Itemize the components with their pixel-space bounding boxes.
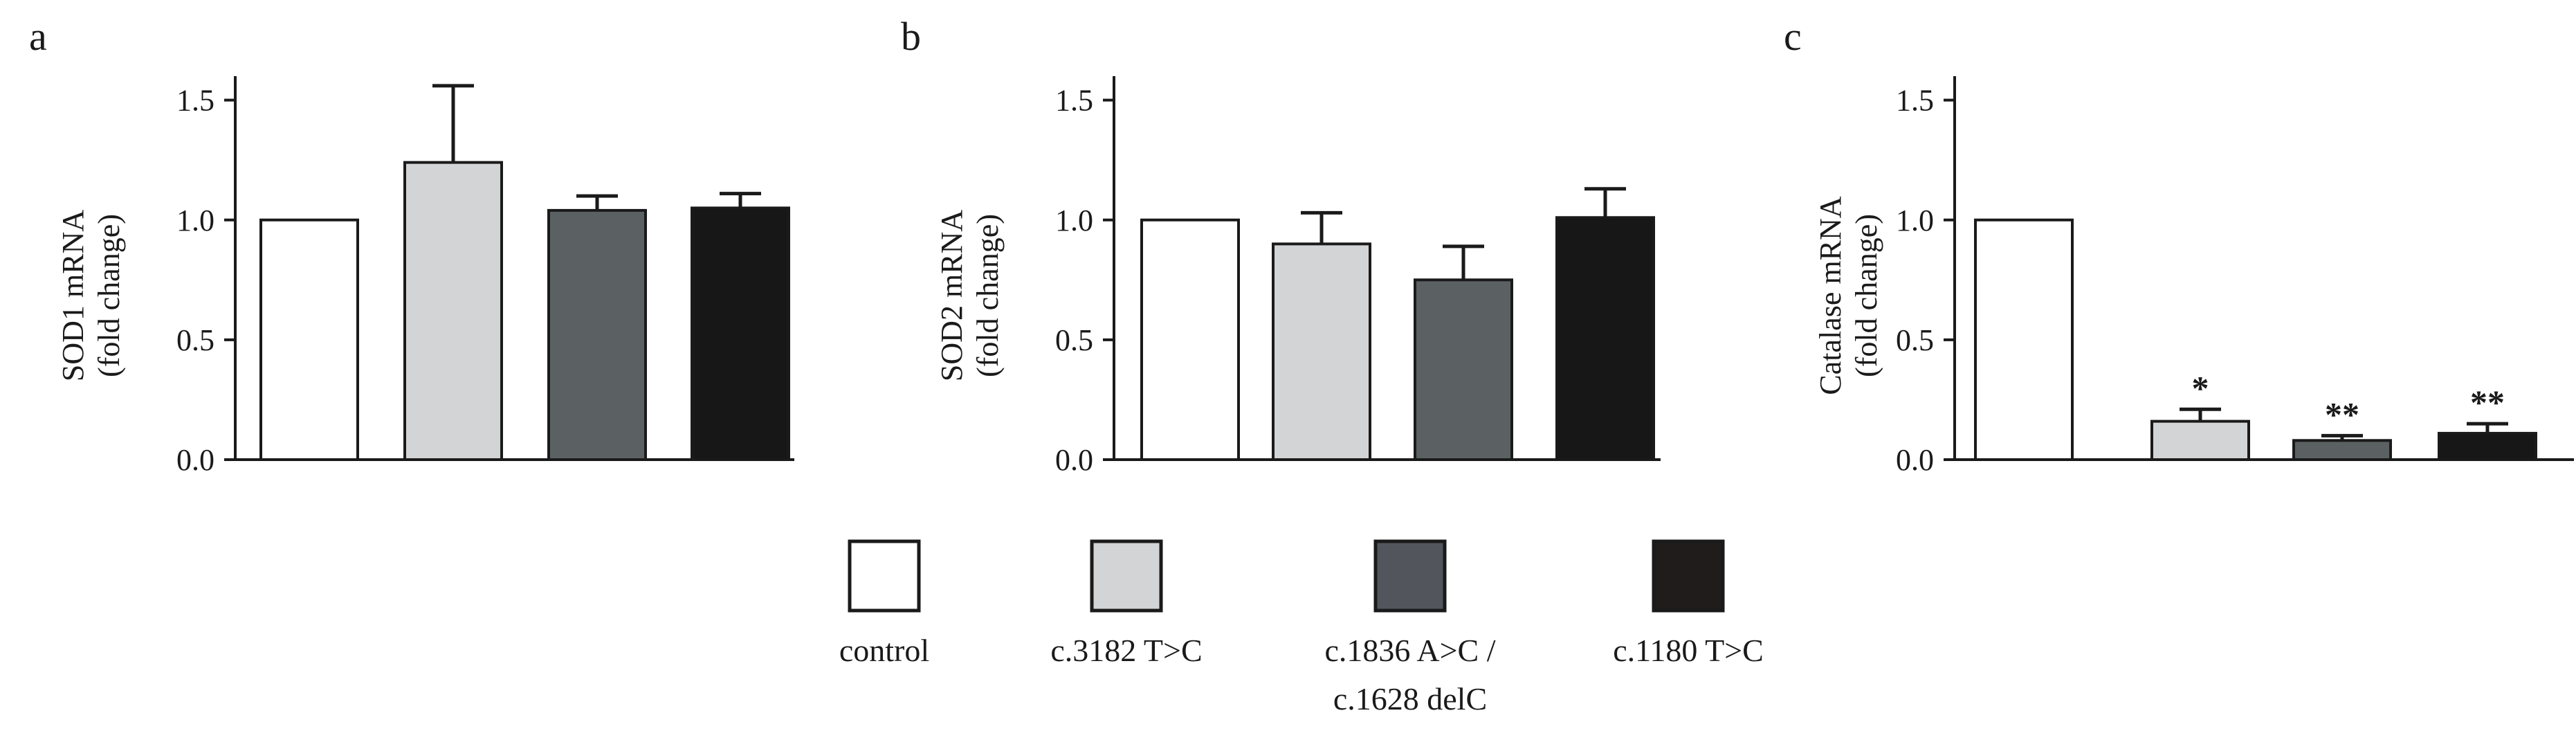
significance-marker: ** — [2470, 383, 2505, 422]
bar-1 — [1140, 218, 1240, 461]
y-tick-label: 0.5 — [1896, 323, 1934, 357]
y-axis-label-line: (fold change) — [1849, 214, 1883, 377]
y-tick-label: 1.0 — [176, 204, 214, 237]
y-tick-label: 0.5 — [1055, 323, 1093, 357]
y-tick-label: 0.0 — [1896, 443, 1934, 477]
legend-swatch-3 — [1373, 539, 1447, 613]
bar-2 — [1272, 242, 1371, 461]
y-tick-label: 1.0 — [1896, 204, 1934, 237]
y-axis-label-line: SOD1 mRNA — [56, 210, 90, 381]
legend-label-1: control — [839, 633, 929, 668]
y-axis-label-line: (fold change) — [92, 214, 126, 377]
bar-2 — [2150, 419, 2250, 461]
bar-3 — [2292, 439, 2392, 461]
bar-4 — [1555, 216, 1655, 461]
y-axis-label-line: SOD2 mRNA — [935, 210, 969, 381]
y-tick-label: 0.5 — [176, 323, 214, 357]
legend-label-3: c.1628 delC — [1333, 681, 1487, 716]
legend-swatch-2 — [1090, 539, 1163, 613]
bar-4 — [691, 206, 790, 461]
legend-label-2: c.3182 T>C — [1050, 633, 1202, 668]
panel-letter: a — [29, 14, 47, 59]
y-axis-label: Catalase mRNA(fold change) — [1814, 196, 1883, 395]
y-tick-label: 1.5 — [1055, 84, 1093, 118]
y-tick-label: 0.0 — [176, 443, 214, 477]
y-axis-label: SOD2 mRNA(fold change) — [935, 210, 1005, 381]
bar-3 — [547, 208, 647, 461]
significance-marker: ** — [2325, 395, 2359, 433]
legend-label-4: c.1180 T>C — [1613, 633, 1764, 668]
bar-3 — [1414, 278, 1513, 461]
legend-label-3: c.1836 A>C / — [1324, 633, 1495, 668]
legend-swatch-1 — [848, 539, 921, 613]
panel-c: c 0.0 0.5 1.0 1.5 Catalase mRNA(fold change) *… — [1784, 14, 2574, 477]
panel-letter: b — [901, 14, 921, 59]
bar-1 — [1974, 218, 2074, 461]
y-axis-label: SOD1 mRNA(fold change) — [56, 210, 126, 381]
bar-2 — [403, 161, 503, 461]
y-axis-label-line: (fold change) — [971, 214, 1005, 377]
y-tick-label: 1.5 — [1896, 84, 1934, 118]
y-axis-label-line: Catalase mRNA — [1814, 196, 1847, 395]
significance-marker: * — [2192, 368, 2209, 407]
y-tick-label: 1.5 — [176, 84, 214, 118]
bar-1 — [259, 218, 359, 461]
legend-swatch-4 — [1652, 539, 1725, 613]
y-tick-label: 0.0 — [1055, 443, 1093, 477]
legend: control c.3182 T>C c.1836 A>C / c.1628 delC… — [839, 539, 1764, 716]
y-tick-label: 1.0 — [1055, 204, 1093, 237]
panel-b: b 0.0 0.5 1.0 1.5 SOD2 mRNA(fold change) — [901, 14, 1661, 477]
panel-a: a 0.0 0.5 1.0 1.5 SOD1 mRNA(fold change) — [29, 14, 794, 477]
panel-letter: c — [1784, 14, 1802, 59]
bar-4 — [2438, 431, 2537, 461]
